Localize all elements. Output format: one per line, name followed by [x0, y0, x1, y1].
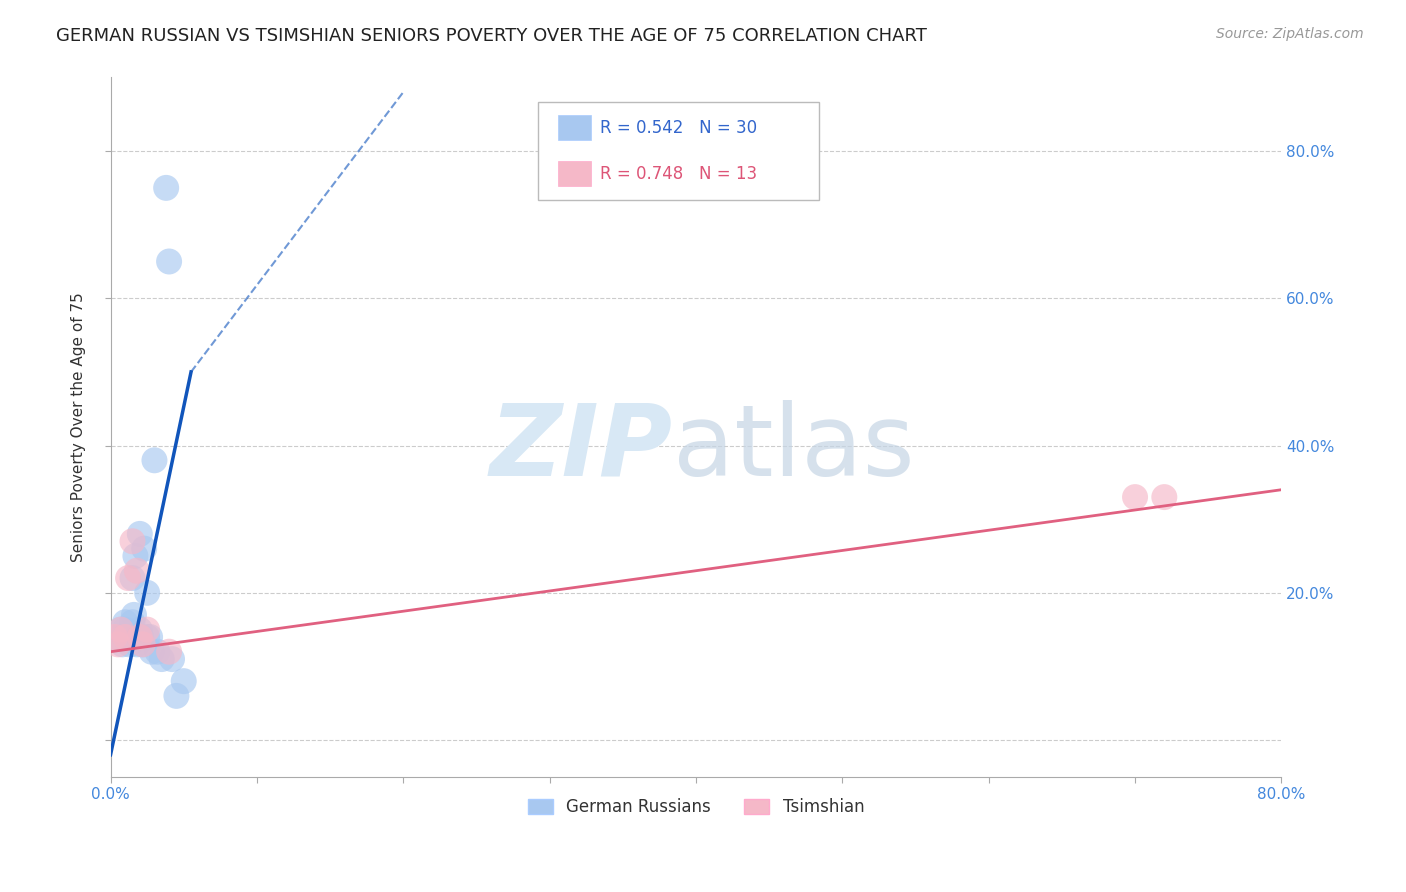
Text: atlas: atlas	[672, 400, 914, 497]
Point	[114, 623, 136, 637]
Point	[160, 652, 183, 666]
Text: GERMAN RUSSIAN VS TSIMSHIAN SENIORS POVERTY OVER THE AGE OF 75 CORRELATION CHART: GERMAN RUSSIAN VS TSIMSHIAN SENIORS POVE…	[56, 27, 927, 45]
Point	[134, 541, 156, 556]
Text: Source: ZipAtlas.com: Source: ZipAtlas.com	[1216, 27, 1364, 41]
Point	[129, 630, 152, 644]
Point	[139, 630, 162, 644]
Point	[121, 534, 143, 549]
Point	[132, 637, 155, 651]
Point	[104, 630, 127, 644]
Point	[114, 615, 136, 630]
Point	[132, 637, 155, 651]
Point	[117, 571, 139, 585]
Point	[117, 630, 139, 644]
FancyBboxPatch shape	[538, 102, 818, 200]
Point	[141, 645, 163, 659]
Point	[143, 453, 166, 467]
Point	[107, 637, 129, 651]
Point	[121, 615, 143, 630]
Point	[125, 637, 148, 651]
Point	[136, 623, 159, 637]
Point	[110, 623, 132, 637]
Point	[111, 637, 134, 651]
Point	[128, 630, 150, 644]
Point	[107, 630, 129, 644]
Text: ZIP: ZIP	[489, 400, 672, 497]
Legend: German Russians, Tsimshian: German Russians, Tsimshian	[519, 789, 873, 824]
Point	[128, 527, 150, 541]
Point	[124, 549, 146, 563]
Point	[128, 623, 150, 637]
Point	[121, 571, 143, 585]
Point	[150, 652, 173, 666]
Point	[114, 630, 136, 644]
Point	[1153, 490, 1175, 504]
Point	[125, 630, 148, 644]
Text: R = 0.542   N = 30: R = 0.542 N = 30	[600, 120, 756, 137]
Point	[157, 254, 180, 268]
Point	[136, 630, 159, 644]
Point	[165, 689, 187, 703]
Bar	[558, 115, 591, 140]
Point	[157, 645, 180, 659]
Bar	[558, 161, 591, 186]
Point	[110, 623, 132, 637]
Point	[173, 674, 195, 689]
Point	[155, 181, 177, 195]
Point	[118, 637, 141, 651]
Y-axis label: Seniors Poverty Over the Age of 75: Seniors Poverty Over the Age of 75	[72, 293, 86, 562]
Point	[136, 586, 159, 600]
Point	[1123, 490, 1146, 504]
Point	[146, 645, 169, 659]
Point	[122, 607, 145, 622]
Point	[125, 564, 148, 578]
Text: R = 0.748   N = 13: R = 0.748 N = 13	[600, 165, 756, 183]
